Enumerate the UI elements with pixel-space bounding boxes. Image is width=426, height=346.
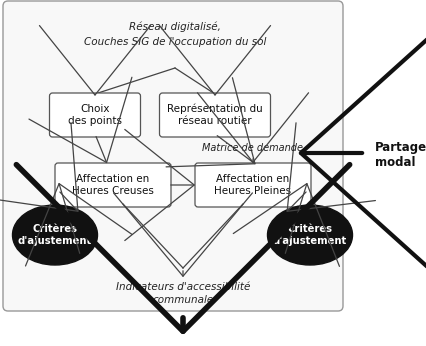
FancyBboxPatch shape [195,163,310,207]
Text: Indicateurs d'accessibilité
communale: Indicateurs d'accessibilité communale [115,282,250,305]
Text: Affectation en
Heures Pleines: Affectation en Heures Pleines [214,174,291,196]
Text: Couches SIG de l'occupation du sol: Couches SIG de l'occupation du sol [83,37,265,47]
Text: Choix
des points: Choix des points [68,104,122,126]
FancyBboxPatch shape [49,93,140,137]
FancyBboxPatch shape [55,163,170,207]
Ellipse shape [267,205,352,265]
Text: modal: modal [374,156,414,170]
FancyBboxPatch shape [3,1,342,311]
Ellipse shape [12,205,97,265]
Text: Représentation du
réseau routier: Représentation du réseau routier [167,103,262,126]
FancyBboxPatch shape [159,93,270,137]
Text: Affectation en
Heures Creuses: Affectation en Heures Creuses [72,174,154,196]
Text: Critères
d'ajustement: Critères d'ajustement [18,224,92,246]
Text: Réseau digitalisé,: Réseau digitalisé, [129,22,220,33]
Text: Partage: Partage [374,142,426,155]
Text: Matrice de demande: Matrice de demande [202,143,303,153]
Text: Critères
d'ajustement: Critères d'ajustement [272,224,346,246]
